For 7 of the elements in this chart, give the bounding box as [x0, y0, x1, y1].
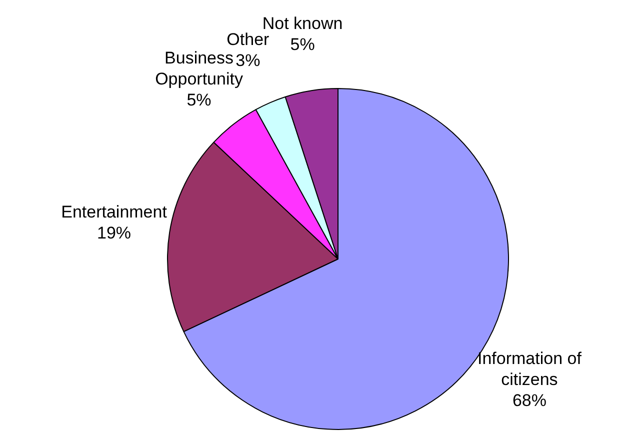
data-label: 5%: [290, 35, 315, 54]
slice-label: Information of citizens: [477, 349, 582, 390]
slice-label: Entertainment: [61, 202, 168, 222]
data-label: 19%: [97, 224, 132, 243]
data-label: 68%: [512, 391, 546, 410]
data-label: 3%: [236, 51, 260, 70]
data-label: 5%: [186, 90, 212, 110]
